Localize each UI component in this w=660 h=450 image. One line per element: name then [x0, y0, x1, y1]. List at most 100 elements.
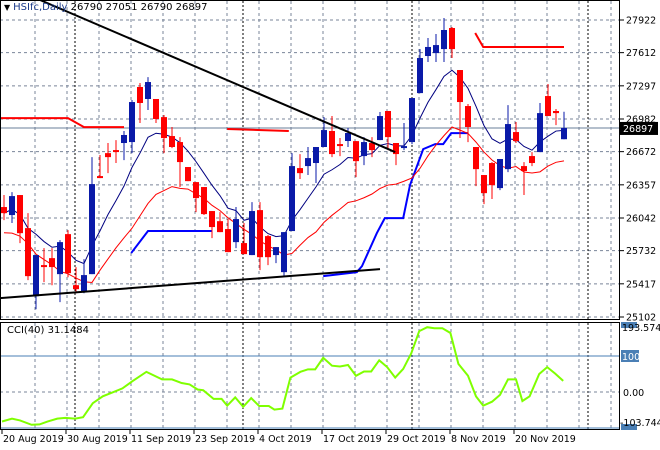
price-tick-label: 26357	[626, 180, 656, 191]
bullish-candle	[433, 45, 439, 54]
bearish-candle	[473, 147, 479, 170]
bearish-candle	[201, 187, 207, 215]
bearish-candle	[449, 28, 455, 50]
date-label: 11 Sep 2019	[131, 434, 191, 445]
red-level-line	[0, 117, 124, 129]
close-value: 26897	[175, 2, 208, 13]
bearish-candle	[65, 234, 71, 274]
bullish-candle	[249, 211, 255, 256]
bearish-candle	[257, 210, 263, 258]
resistance-trendline	[39, 0, 396, 153]
cci-panel-frame	[0, 322, 620, 430]
trendlines[interactable]	[0, 0, 396, 300]
bearish-candle	[465, 106, 471, 128]
bearish-candle	[521, 166, 527, 172]
bearish-candle	[337, 144, 343, 147]
bearish-candle	[177, 142, 183, 163]
bullish-candle	[33, 255, 39, 297]
bearish-candle	[1, 207, 7, 214]
cci-min-box	[621, 424, 637, 430]
bearish-candle	[297, 168, 303, 174]
cci-title: CCI(40) 31.1484	[7, 325, 89, 336]
date-axis: 20 Aug 2019 30 Aug 2019 11 Sep 2019 23 Sep …	[1, 430, 576, 445]
bullish-candle	[281, 232, 287, 273]
bearish-candle	[17, 195, 23, 234]
bearish-candle	[161, 117, 167, 139]
bearish-candle	[41, 265, 47, 268]
bullish-candle	[233, 219, 239, 243]
date-label: 23 Sep 2019	[195, 434, 255, 445]
bullish-candle	[81, 275, 87, 293]
bullish-candle	[145, 82, 151, 99]
bullish-candle	[345, 133, 351, 142]
bearish-candle	[153, 98, 159, 119]
bullish-candle	[305, 158, 311, 167]
bullish-candle	[273, 247, 279, 256]
chart-header: ▼ HSIfc,Daily 26790 27051 26790 26897	[4, 2, 207, 13]
date-label: 20 Nov 2019	[515, 434, 576, 445]
bullish-candle	[57, 242, 63, 275]
bullish-candle	[313, 147, 319, 164]
bearish-candle	[73, 285, 79, 290]
price-tick-label: 27612	[626, 48, 656, 59]
bearish-candle	[225, 229, 231, 253]
price-tick-label: 25417	[626, 279, 656, 290]
date-label: 29 Oct 2019	[387, 434, 446, 445]
current-price-badge	[620, 121, 658, 135]
bullish-candle	[505, 124, 511, 170]
bearish-candle	[553, 110, 559, 114]
open-value: 26790	[70, 2, 103, 13]
bullish-candle	[409, 98, 415, 143]
bearish-candle	[529, 156, 535, 164]
bearish-candle	[241, 243, 247, 255]
price-axis: 27922 27612 27297 26982 26672 26357 26042 25732…	[620, 16, 658, 323]
bearish-candle	[25, 228, 31, 277]
bullish-candle	[425, 46, 431, 57]
bullish-candle	[361, 142, 367, 157]
period-separators	[74, 1, 589, 429]
bullish-candle	[121, 135, 127, 144]
bullish-candle	[497, 159, 503, 189]
price-tick-label: 26042	[626, 213, 656, 224]
bearish-candle	[217, 221, 223, 233]
bullish-candle	[89, 184, 95, 275]
bearish-candle	[97, 176, 103, 179]
date-label: 30 Aug 2019	[67, 434, 128, 445]
price-tick-label: 27922	[626, 16, 656, 27]
date-label: 8 Nov 2019	[451, 434, 506, 445]
price-tick-label: 26672	[626, 147, 656, 158]
date-label: 17 Oct 2019	[323, 434, 382, 445]
dropdown-triangle-icon[interactable]: ▼	[4, 3, 11, 12]
bullish-candle	[417, 58, 423, 94]
bearish-candle	[489, 163, 495, 186]
bearish-candle	[105, 153, 111, 158]
support-trendline	[0, 268, 381, 300]
bullish-candle	[321, 130, 327, 148]
cci-level-label: 100	[622, 352, 640, 363]
bearish-candle	[545, 96, 551, 117]
date-label: 4 Oct 2019	[259, 434, 312, 445]
cci-line	[1, 326, 564, 426]
price-tick-label: 25732	[626, 246, 656, 257]
bearish-candle	[265, 236, 271, 258]
level-lines	[0, 32, 564, 278]
cci-level-box	[621, 350, 639, 362]
bullish-candle	[561, 127, 567, 140]
bullish-candle	[441, 30, 447, 50]
bearish-candle	[329, 131, 335, 155]
bearish-candle	[393, 143, 399, 155]
bearish-candle	[457, 70, 463, 103]
panel-frames	[0, 0, 620, 430]
cci-max-box	[621, 322, 637, 328]
current-price-label: 26897	[623, 124, 653, 135]
blue-level-line	[323, 132, 468, 278]
bearish-candle	[481, 175, 487, 194]
bullish-candle	[377, 116, 383, 141]
bearish-candle	[385, 110, 391, 138]
low-value: 26790	[140, 2, 173, 13]
cci-max-label: 193.5745	[622, 323, 660, 334]
blue-level-line	[130, 230, 212, 254]
bearish-candle	[513, 132, 519, 142]
bullish-candle	[129, 102, 135, 143]
